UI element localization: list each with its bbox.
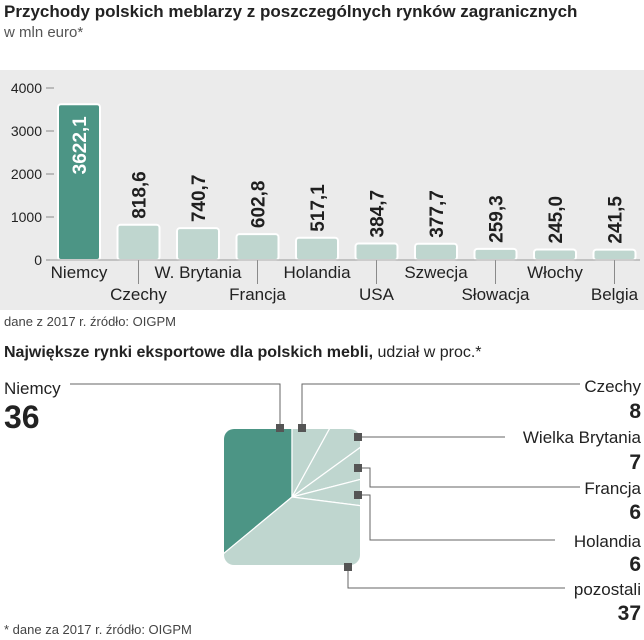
bar-francja [235, 233, 280, 262]
callout-marker [354, 491, 362, 499]
category-label: Czechy [110, 285, 167, 304]
pie-label-francja: Francja [584, 479, 641, 498]
pie-label-niemcy: Niemcy [4, 379, 61, 398]
pie-value-niemcy: 36 [4, 399, 40, 435]
pie-chart-source: * dane za 2017 r. źródło: OIGPM [4, 622, 192, 637]
bar-szwecja [414, 242, 458, 261]
bar-value-label: 740,7 [189, 175, 210, 223]
pie-label-czechy: Czechy [584, 377, 641, 396]
slice-niemcy [224, 429, 293, 565]
bar-chart-background [0, 70, 644, 310]
bar-value-label: 245,0 [546, 196, 567, 244]
callout-line [347, 567, 565, 589]
slice-wielka-brytania [291, 429, 360, 498]
category-label: Francja [229, 285, 286, 304]
y-tick-label: 3000 [11, 123, 42, 139]
slice-holandia [291, 466, 360, 513]
slice-pozostali [224, 496, 360, 565]
bar-w-ochy [533, 248, 577, 261]
bar-s-owacja [473, 247, 518, 261]
pie-value-wielka-brytania: 7 [629, 451, 641, 474]
pie-chart-title: Największe rynki eksportowe dla polskich… [4, 344, 482, 362]
bar-belgia [592, 248, 637, 261]
bar-value-label: 377,7 [427, 190, 448, 238]
pie-label-wielka-brytania: Wielka Brytania [523, 428, 642, 447]
y-tick-label: 4000 [11, 80, 42, 96]
callout-marker [354, 464, 362, 472]
pie-value-holandia: 6 [629, 553, 641, 576]
bar-usa [354, 242, 399, 262]
callout-marker [276, 424, 284, 432]
category-label: Holandia [283, 263, 351, 282]
callout-line [358, 494, 555, 541]
bar-value-label: 259,3 [487, 195, 508, 243]
category-label: Niemcy [51, 263, 108, 282]
bar-value-label: 384,7 [368, 190, 389, 238]
bar-holandia [295, 236, 339, 261]
category-label: Szwecja [404, 263, 468, 282]
bar-value-label: 602,8 [249, 181, 270, 229]
pie-slices [224, 429, 360, 565]
pie-chart-title-bold: Największe rynki eksportowe dla polskich… [4, 344, 374, 361]
bar-value-label: 241,5 [606, 196, 627, 244]
pie-value-pozostali: 37 [618, 602, 641, 620]
callout-marker [354, 433, 362, 441]
callout-line [358, 467, 580, 488]
pie-value-francja: 6 [629, 501, 641, 524]
bar-chart-source: dane z 2017 r. źródło: OIGPM [4, 314, 176, 329]
bar-value-label: 818,6 [130, 171, 151, 219]
bar-chart-subtitle: w mln euro* [4, 24, 84, 41]
bar-czechy [116, 223, 161, 261]
callout-line [70, 383, 281, 428]
bar-chart-title: Przychody polskich meblarzy z poszczegól… [4, 2, 578, 21]
callout-marker [298, 424, 306, 432]
pie-chart-title-rest: udział w proc.* [373, 344, 482, 361]
callout-line [301, 383, 580, 428]
slice-francja [291, 429, 360, 498]
category-label: W. Brytania [155, 263, 242, 282]
category-label: Włochy [527, 263, 583, 282]
category-label: Belgia [591, 285, 639, 304]
pie-label-pozostali: pozostali [574, 580, 641, 599]
slice-czechy [291, 429, 351, 498]
pie-label-holandia: Holandia [574, 532, 642, 551]
pie-value-czechy: 8 [629, 400, 641, 423]
callout-marker [344, 563, 352, 571]
bar-value-label: 3622,1 [70, 116, 91, 175]
bar-chart: 0 1000 2000 3000 4000 3622,1 Niemcy 818,6 Czechy… [11, 80, 640, 304]
bar-value-label: 517,1 [308, 184, 329, 232]
y-tick-label: 2000 [11, 166, 42, 182]
category-label: Słowacja [461, 285, 530, 304]
bar-w-brytania [176, 227, 220, 262]
category-label: USA [359, 285, 395, 304]
y-tick-label: 1000 [11, 209, 42, 225]
y-tick-label: 0 [34, 252, 42, 268]
